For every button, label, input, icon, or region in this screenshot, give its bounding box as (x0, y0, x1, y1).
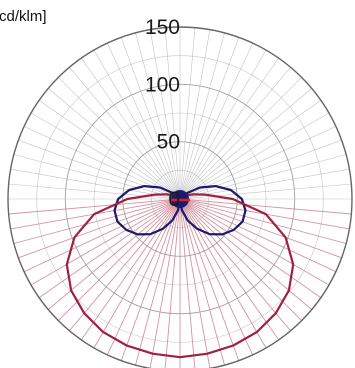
radial-tick-label: 100 (145, 73, 180, 96)
ring-150 (7, 26, 353, 368)
series-curve-c90_c270 (65, 193, 295, 359)
radial-tick-label: 50 (157, 131, 180, 154)
ring-50 (122, 141, 238, 257)
ring-75 (93, 112, 267, 286)
radial-tick-label: 0 (168, 188, 180, 211)
ring-125 (36, 55, 324, 343)
center-marker (170, 190, 190, 208)
unit-label: cd/klm] (0, 8, 47, 25)
radial-rings (7, 26, 353, 368)
ring-100 (64, 83, 296, 315)
radial-tick-labels: 0 50 100 150 (145, 16, 180, 211)
grid-lower-half (8, 198, 352, 368)
radial-tick-label: 150 (145, 16, 180, 39)
ring-25 (151, 170, 210, 229)
